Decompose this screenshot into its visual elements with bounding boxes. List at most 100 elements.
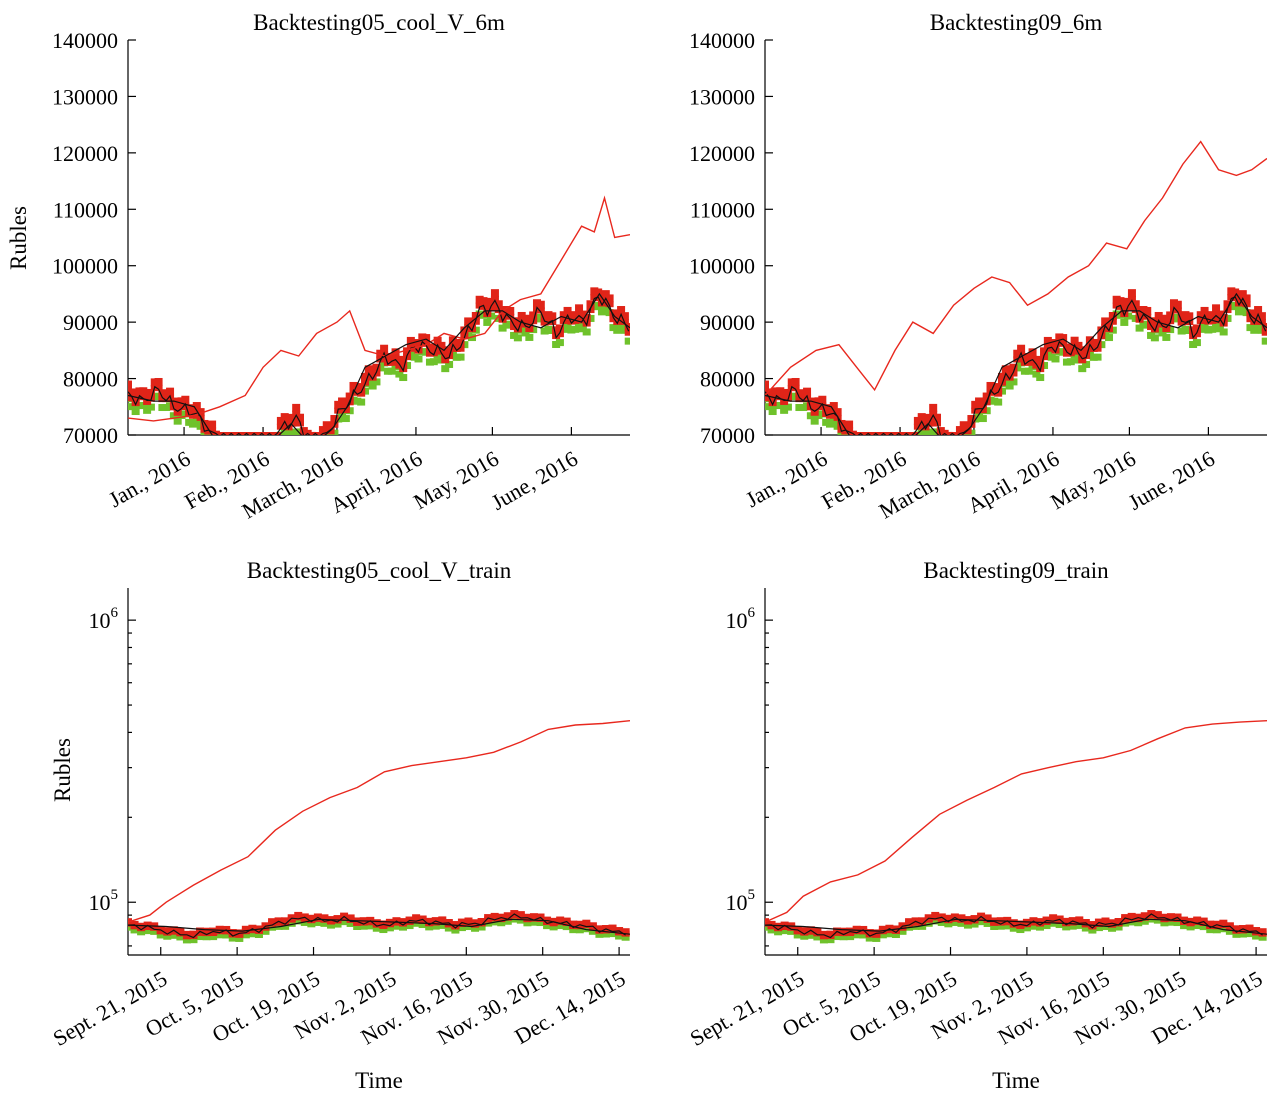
lower-marker (1078, 365, 1087, 373)
upper-marker (516, 913, 525, 920)
upper-marker (366, 919, 375, 926)
upper-marker (1049, 916, 1058, 923)
upper-marker (917, 413, 926, 422)
upper-marker (555, 324, 564, 333)
upper-marker (793, 928, 802, 935)
lower-marker (793, 931, 802, 939)
lower-marker (767, 926, 776, 934)
upper-marker (1166, 311, 1175, 320)
upper-marker (274, 919, 283, 926)
y-tick-label: 70000 (700, 423, 755, 448)
lower-marker (209, 933, 218, 941)
lower-marker (543, 922, 552, 930)
lower-marker (996, 922, 1005, 930)
upper-marker (169, 928, 178, 935)
upper-marker (1097, 326, 1106, 335)
lower-marker (859, 931, 868, 939)
lower-marker (143, 927, 152, 935)
upper-marker (556, 918, 565, 925)
upper-marker (563, 306, 572, 315)
lower-marker (287, 919, 296, 927)
lower-marker (575, 926, 584, 934)
lower-marker (1036, 923, 1045, 931)
upper-marker (555, 331, 564, 338)
lower-marker (241, 931, 250, 939)
upper-marker (228, 931, 237, 938)
lower-marker (498, 324, 507, 332)
upper-marker (1009, 363, 1018, 372)
y-tick-label: 140000 (689, 28, 755, 53)
upper-marker (1254, 306, 1263, 315)
plot-area (765, 720, 1267, 944)
lower-marker (1022, 924, 1031, 932)
lower-marker (1068, 922, 1077, 930)
lower-marker (536, 919, 545, 927)
upper-marker (1158, 314, 1167, 323)
lower-marker (1199, 923, 1208, 931)
lower-marker (950, 918, 959, 926)
upper-marker (326, 918, 335, 925)
plot-area (765, 140, 1267, 435)
lower-marker (477, 923, 486, 931)
upper-marker (208, 427, 217, 434)
upper-marker (767, 923, 776, 930)
upper-marker (457, 920, 466, 927)
lower-marker (1005, 382, 1014, 390)
upper-marker (1173, 307, 1182, 314)
lower-marker (885, 930, 894, 938)
upper-marker (128, 388, 136, 397)
lower-marker (601, 930, 610, 938)
upper-marker (451, 923, 460, 930)
signal-trace (765, 913, 1263, 939)
upper-marker (192, 402, 201, 411)
upper-marker (292, 403, 301, 412)
upper-marker (380, 344, 389, 353)
upper-marker (441, 357, 450, 364)
upper-marker (313, 915, 322, 922)
x-axis-label: Time (992, 1068, 1040, 1093)
upper-marker (490, 289, 499, 298)
upper-marker (1199, 920, 1208, 927)
upper-marker (624, 322, 630, 331)
signal-trace (765, 296, 1267, 435)
lower-marker (1261, 337, 1267, 345)
lower-marker (1105, 334, 1114, 342)
y-tick-label: 110000 (690, 197, 755, 222)
upper-marker (1238, 290, 1247, 299)
upper-marker (1101, 919, 1110, 926)
lower-marker (139, 401, 148, 409)
y-axis-label: Rubles (50, 738, 75, 802)
lower-marker (931, 917, 940, 925)
upper-marker (921, 424, 930, 431)
lower-marker (613, 326, 622, 334)
lower-marker (563, 321, 572, 329)
lower-marker (1238, 304, 1247, 312)
strategy-equity-line (128, 720, 630, 923)
upper-marker (1088, 923, 1097, 930)
upper-marker (765, 380, 769, 389)
lower-marker (582, 925, 591, 933)
lower-marker (1016, 926, 1025, 934)
chart-title: Backtesting05_cool_V_6m (253, 10, 505, 35)
lower-marker (1009, 378, 1018, 386)
lower-marker (1219, 328, 1228, 336)
lower-marker (372, 378, 381, 386)
upper-marker (235, 931, 244, 938)
lower-marker (924, 919, 933, 927)
lower-marker (1232, 930, 1241, 938)
upper-marker (276, 423, 285, 430)
upper-marker (353, 919, 362, 926)
upper-marker (929, 403, 938, 412)
upper-marker (826, 933, 835, 940)
y-axis-label: Rubles (6, 206, 31, 270)
upper-marker (1212, 923, 1221, 930)
lower-marker (451, 926, 460, 934)
upper-marker (385, 921, 394, 928)
upper-marker (620, 312, 629, 321)
upper-marker (1068, 919, 1077, 926)
upper-marker (346, 916, 355, 923)
signal-trace-series (765, 913, 1263, 939)
lower-marker (288, 428, 297, 435)
lower-marker (1186, 923, 1195, 931)
upper-marker (1131, 300, 1140, 309)
